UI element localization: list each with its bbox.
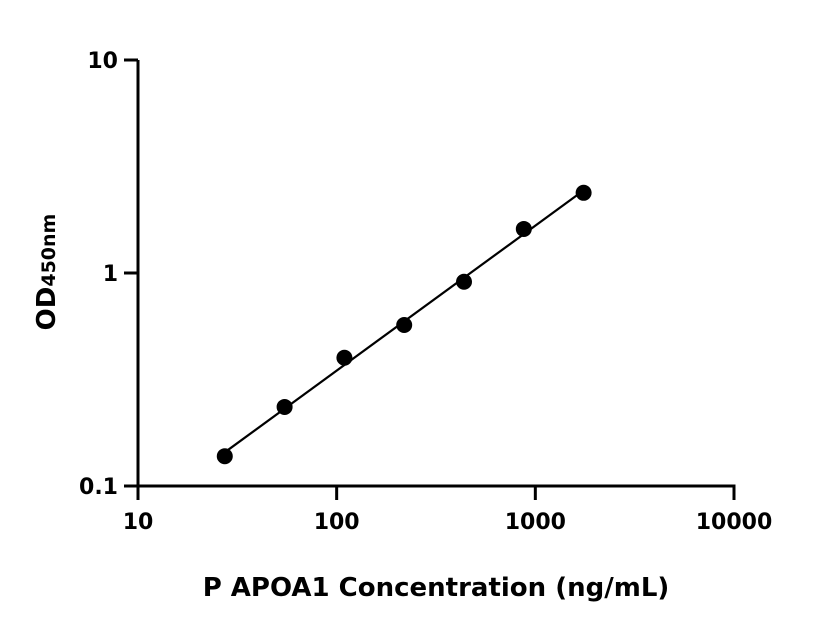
x-tick-label: 10	[123, 510, 154, 535]
x-tick-label: 1000	[505, 510, 566, 535]
x-axis-label: P APOA1 Concentration (ng/mL)	[203, 573, 670, 603]
data-point	[575, 184, 592, 201]
axes: 10 100 1000 10000 0.1 1 10	[79, 49, 772, 535]
y-tick-label: 0.1	[79, 475, 118, 500]
y-tick-label: 1	[103, 262, 118, 287]
data-point	[515, 220, 532, 237]
data-point	[276, 398, 293, 415]
data-point	[336, 349, 353, 366]
y-tick-label: 10	[87, 49, 118, 74]
data-points	[216, 184, 592, 465]
data-point	[216, 448, 233, 465]
x-tick-label: 100	[314, 510, 360, 535]
y-axis-label-sub: 450nm	[38, 214, 60, 287]
y-axis-label: OD450nm	[32, 214, 62, 331]
y-axis-label-main: OD	[32, 287, 62, 331]
data-point	[396, 316, 413, 333]
data-point	[456, 273, 473, 290]
x-tick-label: 10000	[696, 510, 773, 535]
